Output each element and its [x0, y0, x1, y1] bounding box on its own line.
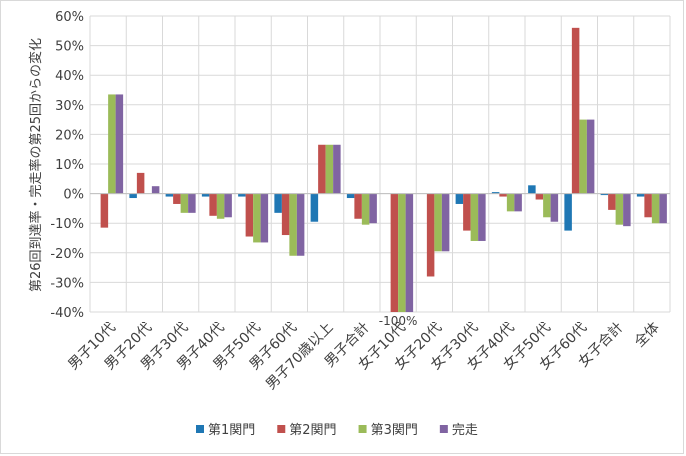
bar-第2関門 [426, 193, 435, 277]
bar-第1関門 [129, 193, 137, 199]
bar-完走 [224, 193, 232, 218]
y-tick-label: -40% [50, 306, 84, 321]
bars [100, 27, 667, 312]
bar-第2関門 [209, 193, 217, 216]
bar-第3関門 [434, 193, 442, 252]
bar-第2関門 [281, 193, 290, 236]
bar-第3関門 [180, 193, 189, 213]
y-tick-label: 10% [55, 158, 84, 173]
bar-第2関門 [136, 172, 145, 194]
bar-第3関門 [506, 193, 515, 212]
bar-第3関門 [289, 193, 297, 256]
bar-完走 [586, 119, 595, 194]
bar-第1関門 [528, 185, 536, 194]
y-tick-label: 20% [55, 128, 84, 143]
y-tick-label: 40% [55, 69, 84, 84]
legend-label: 第3関門 [371, 423, 418, 438]
bar-第3関門 [579, 119, 587, 194]
legend: 第1関門 第2関門 第3関門 完走 [196, 423, 478, 438]
data-label-annotation: -100% [379, 314, 418, 328]
y-tick-label: -20% [50, 247, 84, 262]
legend-swatch [277, 425, 286, 433]
bar-第2関門 [100, 193, 109, 228]
bar-第1関門 [600, 193, 609, 196]
x-tick-label: 全体 [631, 319, 663, 351]
bar-完走 [333, 144, 341, 194]
bar-第2関門 [354, 193, 362, 219]
bar-第2関門 [173, 193, 181, 204]
bar-第1関門 [165, 193, 174, 197]
bar-第3関門 [108, 94, 116, 194]
bar-第3関門 [543, 193, 551, 218]
bar-第2関門 [318, 144, 326, 194]
y-tick-label: 0% [63, 188, 84, 203]
bar-第3関門 [216, 193, 225, 219]
bar-第3関門 [470, 193, 479, 241]
legend-swatch [358, 425, 367, 433]
bar-第1関門 [274, 193, 282, 213]
bar-完走 [151, 186, 160, 194]
bar-完走 [550, 193, 559, 222]
bar-第3関門 [615, 193, 624, 225]
bar-第1関門 [564, 193, 572, 231]
bar-第2関門 [463, 193, 471, 231]
y-tick-label: 30% [55, 99, 84, 114]
y-tick-label: 60% [55, 10, 84, 25]
bar-第2関門 [644, 193, 652, 218]
bar-第2関門 [390, 193, 399, 312]
legend-label: 完走 [452, 423, 478, 438]
bar-完走 [405, 193, 414, 312]
bar-第2関門 [571, 27, 580, 194]
bar-第1関門 [346, 193, 355, 199]
bar-第1関門 [201, 193, 210, 197]
bar-完走 [659, 193, 667, 224]
y-axis-title: 第26回到達率・完走率の第25回からの変化 [28, 38, 44, 292]
legend-label: 第1関門 [208, 423, 255, 438]
bar-第2関門 [608, 193, 616, 210]
bar-第1関門 [491, 192, 500, 194]
bar-完走 [478, 193, 486, 241]
bar-完走 [514, 193, 522, 212]
bar-第3関門 [651, 193, 660, 224]
legend-swatch [196, 425, 204, 433]
legend-label: 第2関門 [289, 423, 336, 438]
bar-第1関門 [455, 193, 464, 204]
bar-第2関門 [499, 193, 507, 197]
bar-完走 [260, 193, 269, 243]
bar-完走 [296, 193, 305, 256]
bar-完走 [188, 193, 196, 213]
y-tick-label: 50% [55, 40, 84, 55]
bar-完走 [115, 94, 124, 194]
bar-完走 [441, 193, 450, 252]
legend-swatch [439, 425, 448, 433]
bar-完走 [369, 193, 377, 224]
bar-第2関門 [245, 193, 254, 237]
bar-第3関門 [361, 193, 370, 225]
bar-完走 [623, 193, 631, 227]
bar-第3関門 [398, 193, 406, 312]
bar-第3関門 [325, 144, 334, 194]
y-tick-label: -30% [50, 276, 84, 291]
y-tick-label: -10% [50, 217, 84, 232]
bar-第1関門 [310, 193, 319, 222]
bar-第3関門 [253, 193, 261, 243]
bar-第2関門 [535, 193, 544, 200]
bar-第1関門 [238, 193, 246, 197]
bar-第1関門 [636, 193, 645, 197]
